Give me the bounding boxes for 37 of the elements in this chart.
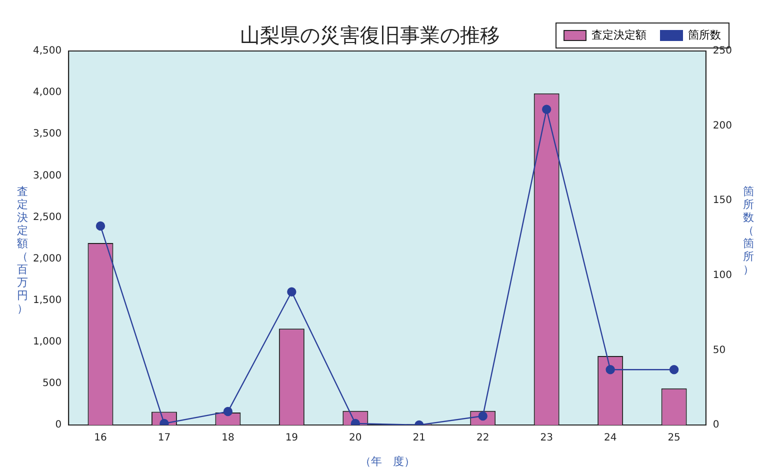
text: 査定決定額（百万円） [17, 185, 28, 315]
y-tick-label: 4,000 [32, 87, 62, 98]
x-axis-title: （年 度） [360, 454, 415, 469]
x-tick-label: 18 [222, 432, 234, 444]
x-tick-label: 19 [285, 432, 298, 444]
legend-label: 査定決定額 [592, 28, 646, 42]
y2-tick-label: 50 [712, 344, 726, 356]
y-tick-label: 3,500 [32, 128, 62, 140]
y2-tick-label: 150 [712, 195, 732, 206]
x-tick-label: 23 [540, 432, 553, 444]
x-tick-label: 17 [158, 432, 171, 444]
chart-title: 山梨県の災害復旧事業の推移 [240, 22, 500, 49]
x-tick-label: 24 [604, 432, 617, 444]
point [669, 365, 679, 374]
y-tick-label: 0 [55, 420, 62, 431]
point [287, 287, 296, 296]
point [542, 104, 552, 114]
y2-tick-label: 200 [712, 120, 732, 132]
y-tick-label: 2,000 [32, 253, 62, 264]
y-tick-label: 500 [42, 378, 62, 390]
y2-axis-title: 箇所数（箇所） [742, 185, 755, 276]
point [223, 406, 233, 416]
y-tick-label: 1,000 [32, 336, 62, 348]
y-tick-label: 2,500 [32, 212, 62, 223]
y-tick-label: 4,500 [32, 46, 62, 57]
y2-tick-label: 100 [712, 270, 732, 281]
x-tick-label: 25 [668, 432, 680, 444]
point [96, 221, 106, 231]
point [606, 365, 615, 374]
y-tick-label: 1,500 [32, 294, 62, 306]
x-tick-label: 21 [412, 432, 426, 444]
x-tick-label: 20 [349, 432, 362, 444]
x-tick-label: 22 [476, 432, 490, 444]
y-tick-label: 3,000 [32, 170, 62, 182]
y2-tick-label: 0 [712, 420, 720, 431]
x-tick-label: 16 [94, 432, 107, 444]
legend-label: 箇所数 [688, 28, 721, 42]
